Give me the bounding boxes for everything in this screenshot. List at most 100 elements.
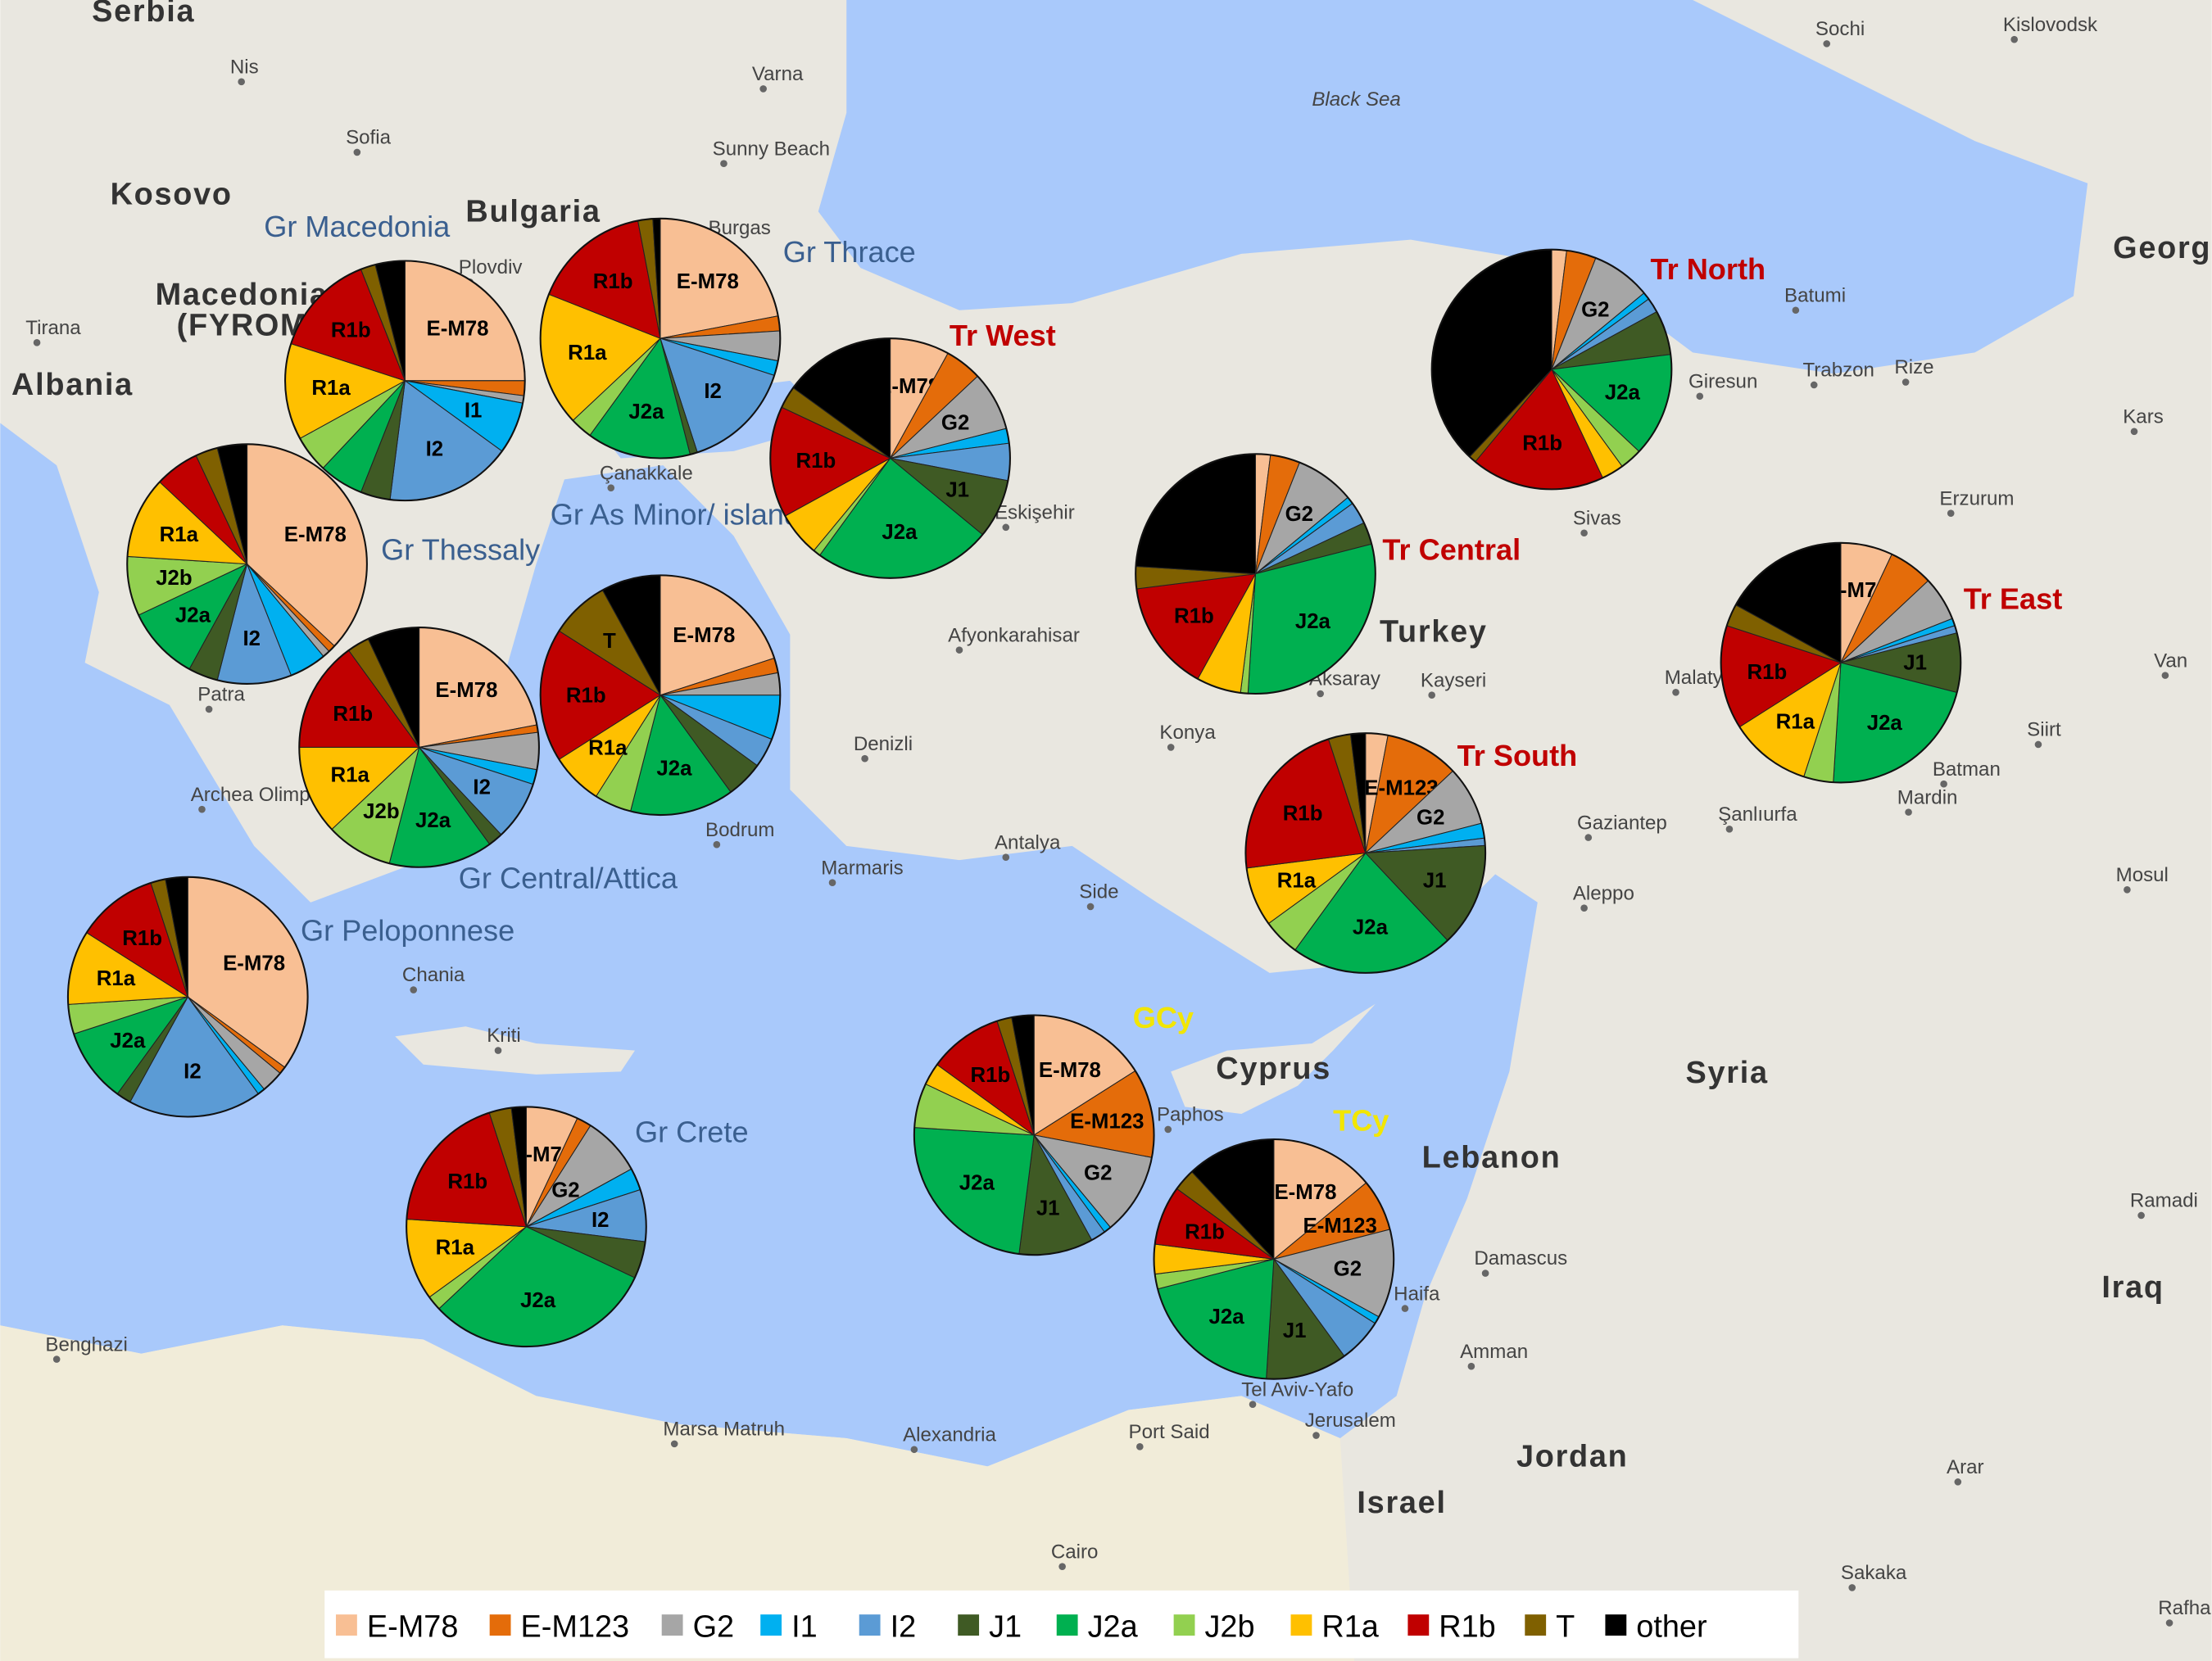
region-label: Tr North: [1651, 252, 1766, 286]
city-marker: [1954, 1478, 1962, 1486]
city-label: Çanakkale: [600, 462, 693, 484]
slice-label: R1b: [447, 1170, 487, 1193]
city-marker: [238, 78, 245, 86]
slice-label: E-M78: [673, 624, 735, 647]
city-label: Kars: [2123, 405, 2164, 428]
country-label: Bulgaria: [465, 194, 601, 229]
region-label: Gr Thessaly: [381, 532, 540, 566]
city-label: Sofia: [346, 127, 392, 149]
slice-label: R1b: [796, 450, 836, 473]
city-label: Benghazi: [45, 1333, 127, 1356]
city-label: Konya: [1159, 722, 1216, 744]
legend-item: J1: [958, 1610, 1022, 1645]
city-marker: [1481, 1270, 1489, 1277]
legend-label: J1: [989, 1610, 1022, 1645]
city-marker: [1905, 808, 1912, 816]
city-marker: [1002, 523, 1010, 532]
slice-label: R1a: [331, 763, 370, 786]
city-label: Gaziantep: [1577, 812, 1667, 834]
legend-item: E-M123: [489, 1610, 629, 1645]
city-label: Siirt: [2027, 719, 2061, 741]
legend-label: other: [1636, 1610, 1707, 1645]
legend-swatch: [958, 1614, 980, 1636]
slice-label: R1b: [1283, 803, 1323, 826]
city-marker: [720, 160, 728, 168]
place-labels: Serbia Bulgaria Kosovo Albania Macedonia (FY…: [11, 0, 2212, 1627]
city-marker: [205, 705, 213, 713]
pie-gr-peloponnese: E-M78 I2 J2a R1a R1b Gr Peloponnese: [66, 876, 514, 1118]
legend-item: R1b: [1407, 1610, 1496, 1645]
city-label: Batman: [1933, 758, 2001, 781]
city-marker: [1725, 825, 1734, 833]
region-label: Tr East: [1964, 582, 2063, 616]
city-label: Erzurum: [1939, 487, 2014, 509]
pie-outline: [126, 443, 368, 685]
city-label: Giresun: [1688, 370, 1757, 392]
pie-gr-central-attica: E-M78 I2 J2a J2b R1a R1b Gr Central/Attica: [298, 627, 678, 895]
city-marker: [1810, 381, 1818, 389]
country-label: Kosovo: [111, 178, 233, 212]
slice-label: E-M123: [1303, 1215, 1377, 1238]
slice-label: I2: [473, 776, 491, 799]
legend-item: J2a: [1056, 1610, 1139, 1645]
city-label: Trabzon: [1802, 360, 1874, 382]
slice-label: R1a: [311, 377, 351, 400]
city-marker: [1792, 306, 1800, 315]
legend-label: G2: [693, 1610, 735, 1645]
country-label: Syria: [1686, 1056, 1769, 1090]
pie-outline: [1153, 1138, 1395, 1380]
slice-label: R1a: [436, 1237, 475, 1260]
city-label: Bodrum: [705, 819, 774, 841]
slice-label: R1b: [566, 684, 606, 707]
pie-outline: [1430, 248, 1673, 491]
city-marker: [1823, 40, 1831, 48]
city-label: Rize: [1894, 356, 1933, 378]
slice-label: J2a: [628, 401, 664, 423]
city-marker: [1002, 853, 1010, 862]
slice-label: E-M78: [1039, 1059, 1101, 1082]
pie-gcy: E-M78 E-M123 G2 J1 J2a R1b GCy: [913, 1001, 1194, 1256]
slice-label: J2a: [1867, 712, 1903, 735]
city-label: Plovdiv: [459, 256, 523, 278]
slice-label: I2: [184, 1060, 202, 1083]
city-label: Alexandria: [903, 1423, 996, 1446]
city-marker: [1428, 691, 1435, 699]
pie-outline: [66, 876, 309, 1118]
city-marker: [353, 148, 361, 156]
city-label: Sochi: [1815, 18, 1865, 40]
pie-outline: [913, 1014, 1155, 1256]
city-label: Mardin: [1897, 786, 1958, 808]
legend-swatch: [859, 1614, 881, 1636]
pie-outline: [1244, 732, 1487, 974]
slice-label: E-M78: [284, 523, 347, 546]
city-label: Marsa Matruh: [663, 1419, 785, 1441]
city-marker: [1672, 688, 1679, 696]
slice-label: G2: [551, 1179, 579, 1202]
legend-swatch: [1605, 1614, 1627, 1636]
legend-item: I1: [760, 1610, 818, 1645]
country-label: Israel: [1357, 1486, 1446, 1520]
slice-label: I2: [704, 380, 722, 403]
slice-label: J2a: [1295, 610, 1331, 633]
city-label: Kriti: [487, 1025, 521, 1047]
city-marker: [1940, 780, 1947, 788]
legend-item: T: [1525, 1610, 1575, 1645]
slice-label: J2b: [363, 800, 399, 823]
city-marker: [2034, 740, 2042, 749]
africa-coast: [0, 1325, 1354, 1661]
legend-swatch: [760, 1614, 782, 1636]
city-label: Paphos: [1157, 1104, 1224, 1126]
city-label: Chania: [402, 964, 465, 986]
slice-label: R1b: [1174, 604, 1214, 627]
city-marker: [198, 805, 206, 813]
slice-label: R1b: [970, 1064, 1010, 1087]
slice-label: J2a: [415, 809, 451, 832]
city-marker: [1947, 509, 1955, 517]
legend-swatch: [489, 1614, 511, 1636]
slice-label: R1a: [1277, 870, 1317, 893]
region-label: Gr As Minor/ islands: [551, 497, 815, 531]
legend-label: I1: [791, 1610, 818, 1645]
